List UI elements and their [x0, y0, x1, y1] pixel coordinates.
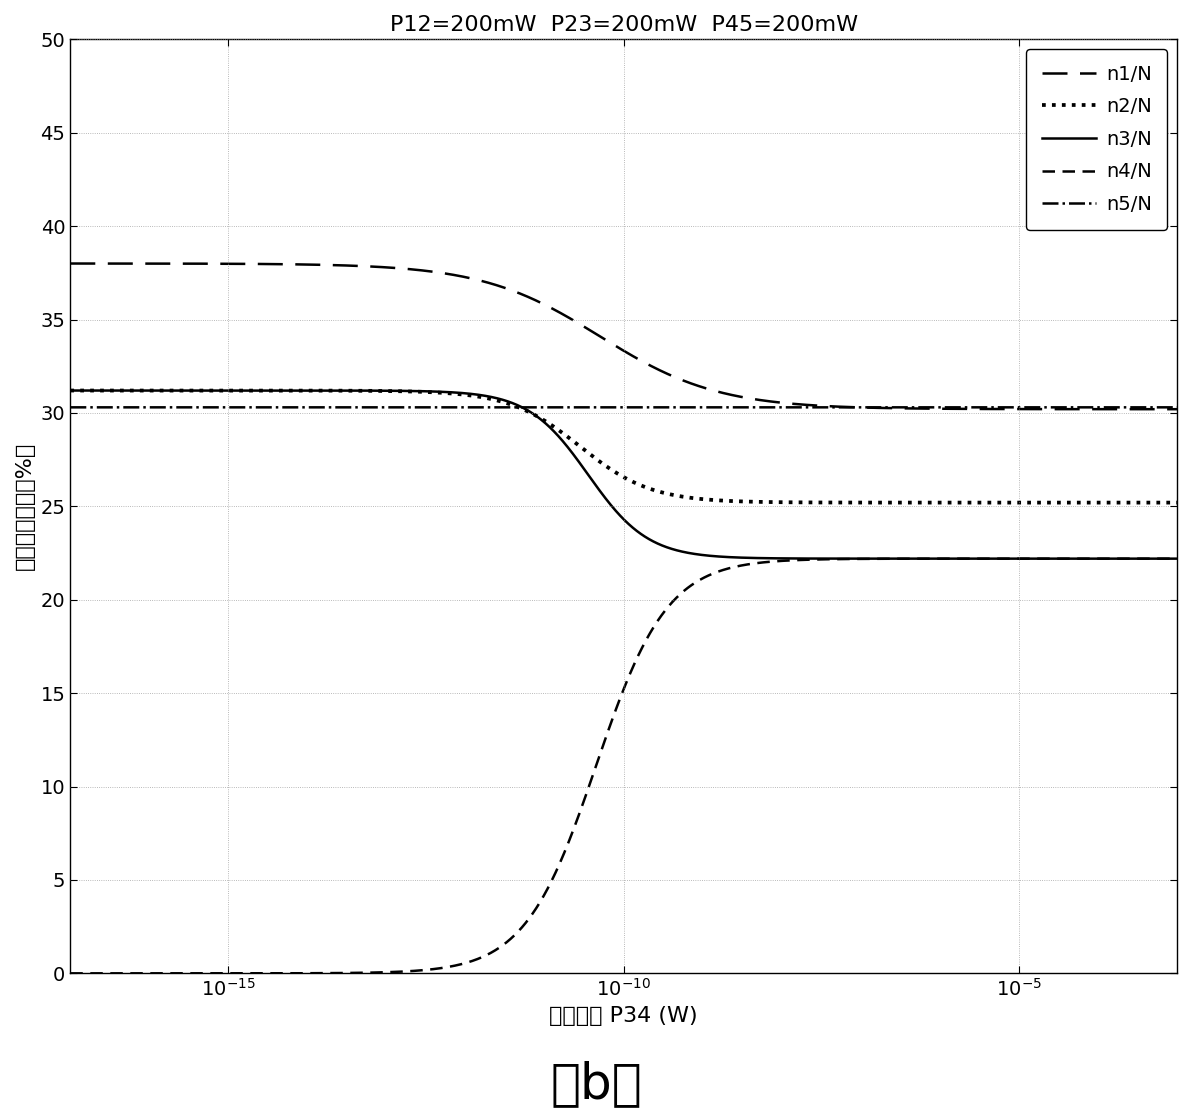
n2/N: [63, 384, 77, 397]
Legend: n1/N, n2/N, n3/N, n4/N, n5/N: n1/N, n2/N, n3/N, n4/N, n5/N: [1026, 49, 1167, 229]
X-axis label: 射频功率 P34 (W): 射频功率 P34 (W): [550, 1006, 699, 1026]
n4/N: [889, 552, 904, 565]
n2/N: [1169, 496, 1184, 509]
n1/N: [889, 402, 904, 415]
n1/N: [1169, 403, 1184, 416]
n5/N: [265, 401, 279, 414]
n3/N: [63, 384, 77, 397]
n5/N: [727, 401, 741, 414]
n3/N: [727, 551, 741, 564]
n3/N: [889, 552, 904, 565]
n2/N: [486, 393, 501, 406]
Y-axis label: 粒子数百分比（%）: 粒子数百分比（%）: [15, 442, 35, 571]
n1/N: [265, 257, 279, 271]
n1/N: [63, 256, 77, 270]
n2/N: [727, 495, 741, 508]
n5/N: [486, 401, 501, 414]
n1/N: [783, 397, 797, 411]
Line: n3/N: n3/N: [70, 391, 1177, 558]
n3/N: [783, 552, 797, 565]
n3/N: [265, 384, 279, 397]
n5/N: [1169, 401, 1184, 414]
n5/N: [63, 401, 77, 414]
n2/N: [889, 496, 904, 509]
n1/N: [973, 402, 987, 415]
n2/N: [973, 496, 987, 509]
n2/N: [783, 496, 797, 509]
Line: n4/N: n4/N: [70, 558, 1177, 974]
n4/N: [783, 554, 797, 567]
Line: n2/N: n2/N: [70, 391, 1177, 502]
n4/N: [486, 944, 501, 958]
Line: n1/N: n1/N: [70, 263, 1177, 410]
n5/N: [783, 401, 797, 414]
n2/N: [265, 384, 279, 397]
n5/N: [973, 401, 987, 414]
n1/N: [486, 278, 501, 291]
n3/N: [486, 391, 501, 404]
n3/N: [1169, 552, 1184, 565]
n4/N: [1169, 552, 1184, 565]
n3/N: [973, 552, 987, 565]
n4/N: [265, 967, 279, 980]
n4/N: [63, 967, 77, 980]
n1/N: [727, 388, 741, 402]
n5/N: [889, 401, 904, 414]
n4/N: [727, 561, 741, 574]
n4/N: [973, 552, 987, 565]
Title: P12=200mW  P23=200mW  P45=200mW: P12=200mW P23=200mW P45=200mW: [390, 15, 858, 35]
Text: （b）: （b）: [551, 1060, 641, 1108]
